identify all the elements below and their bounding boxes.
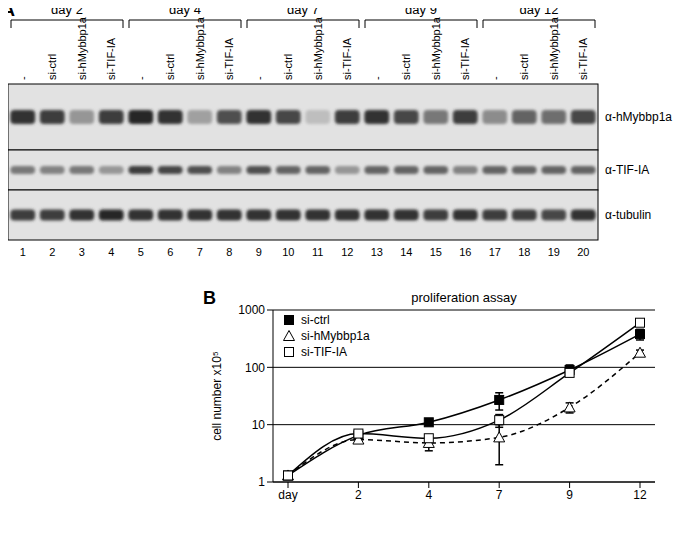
svg-text:10: 10 [252,418,266,432]
svg-text:17: 17 [489,246,501,258]
html-text:si-hMybbp1a: si-hMybbp1a [301,329,370,343]
html-text:si-TIF-IA: si-TIF-IA [301,345,347,359]
svg-text:-: - [17,76,29,80]
svg-text:-: - [253,76,265,80]
svg-text:si-TIF-IA: si-TIF-IA [105,37,117,80]
svg-text:cell number x10⁵: cell number x10⁵ [210,351,224,441]
svg-text:-: - [489,76,501,80]
svg-text:9: 9 [256,246,262,258]
svg-text:si-ctrl: si-ctrl [518,54,530,80]
svg-text:si-TIF-IA: si-TIF-IA [577,37,589,80]
svg-text:day 12: day 12 [519,8,558,17]
svg-text:15: 15 [430,246,442,258]
html-text:proliferation assay: proliferation assay [411,290,517,305]
svg-text:1000: 1000 [238,303,265,317]
svg-text:8: 8 [226,246,232,258]
svg-text:2: 2 [355,488,362,502]
svg-text:si-hMybbp1a: si-hMybbp1a [194,16,206,80]
svg-text:si-ctrl: si-ctrl [164,54,176,80]
svg-text:day 2: day 2 [51,8,83,17]
svg-text:1: 1 [258,475,265,489]
svg-text:1: 1 [20,246,26,258]
svg-text:day 4: day 4 [169,8,201,17]
svg-text:si-TIF-IA: si-TIF-IA [341,37,353,80]
svg-text:13: 13 [371,246,383,258]
svg-text:7: 7 [197,246,203,258]
svg-text:11: 11 [312,246,323,258]
html-text:si-ctrl: si-ctrl [301,313,330,327]
svg-text:si-hMybbp1a: si-hMybbp1a [76,16,88,80]
svg-text:14: 14 [400,246,412,258]
svg-text:si-ctrl: si-ctrl [400,54,412,80]
svg-text:7: 7 [496,488,503,502]
svg-text:-: - [135,76,147,80]
svg-text:α-TIF-IA: α-TIF-IA [605,163,649,177]
svg-text:9: 9 [566,488,573,502]
svg-text:16: 16 [459,246,471,258]
svg-text:si-TIF-IA: si-TIF-IA [223,37,235,80]
svg-text:A: A [8,8,15,20]
svg-text:12: 12 [633,488,647,502]
svg-text:6: 6 [167,246,173,258]
svg-text:20: 20 [577,246,589,258]
svg-text:-: - [371,76,383,80]
svg-text:α-tubulin: α-tubulin [605,208,651,222]
svg-text:day: day [278,488,297,502]
svg-text:100: 100 [245,361,265,375]
svg-text:si-ctrl: si-ctrl [46,54,58,80]
svg-text:4: 4 [108,246,114,258]
svg-text:5: 5 [138,246,144,258]
svg-text:si-hMybbp1a: si-hMybbp1a [548,16,560,80]
svg-text:α-hMybbp1a: α-hMybbp1a [605,110,672,124]
svg-text:si-hMybbp1a: si-hMybbp1a [430,16,442,80]
svg-text:si-TIF-IA: si-TIF-IA [459,37,471,80]
svg-text:day 7: day 7 [287,8,319,17]
html-text:B: B [203,288,216,308]
svg-text:19: 19 [548,246,560,258]
svg-text:2: 2 [49,246,55,258]
svg-text:si-ctrl: si-ctrl [282,54,294,80]
svg-text:day 9: day 9 [405,8,437,17]
svg-text:18: 18 [518,246,530,258]
svg-text:12: 12 [341,246,353,258]
svg-text:10: 10 [282,246,294,258]
svg-text:3: 3 [79,246,85,258]
svg-text:4: 4 [425,488,432,502]
svg-text:si-hMybbp1a: si-hMybbp1a [312,16,324,80]
